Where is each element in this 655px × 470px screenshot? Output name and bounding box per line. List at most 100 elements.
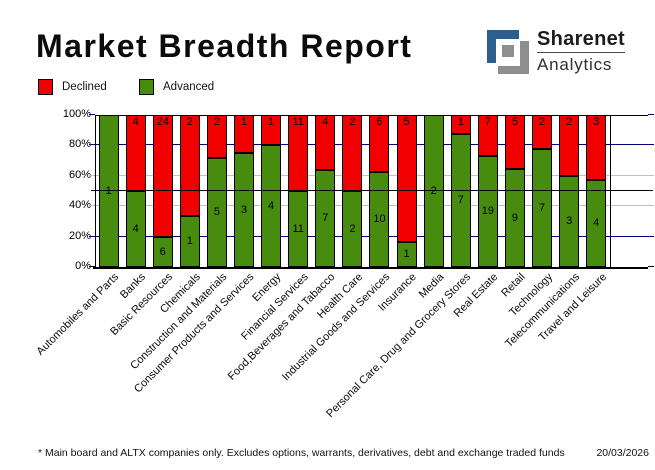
plot-inner-right-border — [610, 115, 611, 268]
page-title: Market Breadth Report — [36, 28, 413, 64]
advanced-value-label: 4 — [593, 217, 600, 229]
advanced-segment: 7 — [450, 134, 471, 267]
declined-value-label: 5 — [511, 116, 519, 128]
declined-value-label: 2 — [566, 116, 573, 128]
declined-value-label: 4 — [322, 116, 329, 128]
sharenet-logo-icon — [487, 30, 529, 74]
declined-segment: 3 — [586, 115, 607, 180]
advanced-value-label: 3 — [240, 203, 248, 216]
declined-value-label: 2 — [213, 116, 220, 128]
y-axis-tick-right — [648, 266, 654, 267]
y-axis-tick — [89, 114, 95, 115]
y-axis-label-0%: 0% — [75, 260, 91, 272]
advanced-value-label: 7 — [457, 194, 464, 206]
bar-real-estate: 7 19 — [477, 115, 498, 267]
advanced-value-label: 4 — [268, 199, 275, 212]
y-axis-tick — [89, 174, 95, 176]
declined-segment: 24 — [152, 115, 173, 237]
bar-basic-resources: 24 6 — [152, 115, 173, 267]
declined-segment: 2 — [532, 115, 553, 149]
advanced-segment: 1 — [179, 216, 200, 267]
y-axis-label-20%: 20% — [68, 229, 91, 242]
declined-segment: 2 — [179, 115, 200, 216]
advanced-segment: 4 — [261, 145, 282, 267]
y-axis-tick — [89, 205, 95, 207]
bar-slot: 7 19 — [474, 115, 501, 267]
advanced-swatch-icon — [139, 79, 154, 95]
advanced-segment: 10 — [369, 172, 390, 267]
advanced-value-label: 3 — [566, 215, 573, 227]
logo-sub-name: Analytics — [537, 55, 613, 74]
declined-segment: 2 — [559, 115, 580, 176]
bar-slot: 24 6 — [149, 115, 176, 267]
declined-value-label: 24 — [156, 116, 169, 128]
declined-value-label: 2 — [186, 116, 193, 128]
advanced-segment: 3 — [559, 176, 580, 267]
declined-segment: 1 — [261, 115, 282, 145]
brand-logo: Sharenet Analytics — [486, 29, 625, 75]
advanced-segment: 6 — [152, 237, 173, 267]
legend-label-advanced: Advanced — [163, 81, 215, 93]
advanced-value-label: 2 — [431, 185, 437, 198]
declined-segment: 2 — [342, 115, 363, 191]
advanced-segment: 2 — [423, 115, 444, 267]
advanced-value-label: 2 — [349, 222, 356, 235]
bar-slot: 1 — [95, 115, 122, 267]
logo-text: Sharenet Analytics — [537, 29, 625, 73]
advanced-segment: 1 — [396, 242, 417, 267]
advanced-value-label: 7 — [322, 212, 329, 224]
advanced-segment: 5 — [206, 158, 227, 267]
y-axis-tick-right — [648, 114, 654, 115]
declined-segment: 5 — [396, 115, 417, 242]
declined-segment: 7 — [477, 115, 498, 156]
declined-value-label: 5 — [403, 116, 410, 128]
declined-segment: 2 — [206, 115, 227, 158]
declined-value-label: 2 — [538, 116, 546, 128]
x-axis-line — [93, 267, 648, 269]
declined-value-label: 2 — [349, 116, 356, 128]
y-axis-tick — [89, 235, 95, 237]
advanced-segment: 3 — [234, 153, 255, 267]
declined-value-label: 4 — [132, 116, 139, 128]
legend-item-declined: Declined — [38, 79, 107, 95]
advanced-segment: 19 — [477, 156, 498, 267]
declined-segment: 4 — [315, 115, 336, 170]
declined-value-label: 11 — [292, 116, 304, 128]
advanced-value-label: 4 — [132, 222, 139, 235]
bar-industrial-goods-and-services: 6 10 — [369, 115, 390, 267]
advanced-value-label: 6 — [159, 245, 166, 258]
advanced-segment: 11 — [288, 191, 309, 267]
y-axis-label-80%: 80% — [68, 138, 91, 151]
advanced-value-label: 9 — [511, 211, 519, 224]
report-date: 20/03/2026 — [596, 447, 649, 459]
y-axis-tick-right — [648, 144, 654, 146]
footnote-text: * Main board and ALTX companies only. Ex… — [38, 447, 565, 459]
y-axis-label-100%: 100% — [62, 108, 91, 120]
advanced-segment: 4 — [125, 191, 146, 267]
bar-media: 2 — [423, 115, 444, 267]
advanced-segment: 1 — [98, 115, 119, 267]
declined-value-label: 1 — [268, 116, 275, 128]
x-axis-label: Automobiles and Parts — [34, 271, 122, 358]
advanced-value-label: 1 — [403, 248, 410, 260]
declined-segment: 6 — [369, 115, 390, 172]
declined-segment: 1 — [450, 115, 471, 134]
legend-label-declined: Declined — [62, 81, 107, 93]
advanced-value-label: 5 — [213, 206, 220, 218]
logo-divider — [537, 52, 625, 53]
y-axis-line — [95, 115, 96, 268]
declined-value-label: 1 — [240, 116, 248, 128]
